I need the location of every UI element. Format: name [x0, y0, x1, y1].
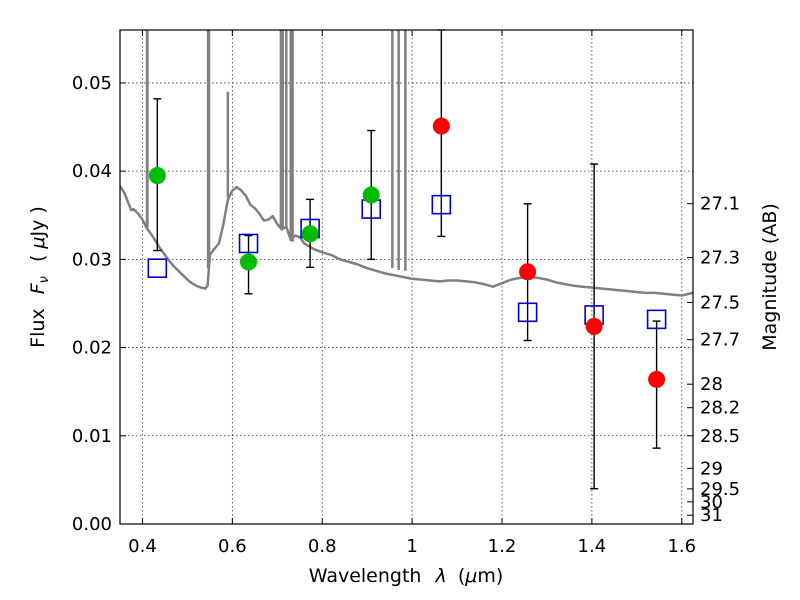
observed-point	[432, 117, 450, 135]
y2-tick-label: 27.5	[700, 292, 740, 313]
y-axis-label-text: Flux	[27, 308, 49, 348]
y2-tick-label: 28.5	[700, 426, 740, 447]
model-photometry-box	[431, 194, 452, 215]
x-tick-label: 0.8	[308, 536, 337, 557]
model-spectrum	[118, 30, 694, 297]
observed-points	[148, 117, 666, 388]
y2-tick-label: 30	[700, 492, 723, 513]
y-tick-label: 0.04	[72, 161, 112, 182]
y-axis-label-unit-mu: μ	[27, 237, 49, 250]
y-axis-label: Flux Fν ( μJy )	[27, 206, 53, 348]
x-tick-label: 1.4	[578, 536, 607, 557]
observed-point	[362, 186, 380, 204]
x-axis-label: Wavelength λ (μm)	[309, 565, 504, 587]
observed-point	[240, 253, 258, 271]
x-tick-label: 1.2	[488, 536, 517, 557]
y2-tick-label: 27.1	[700, 194, 740, 215]
y2-tick-label: 28.2	[700, 398, 740, 419]
x-axis-label-symbol: λ	[435, 565, 447, 587]
y2-tick-label: 31	[700, 505, 723, 526]
y-tick-label: 0.00	[72, 514, 112, 535]
y-tick-label: 0.02	[72, 338, 112, 359]
y2-axis-label: Magnitude (AB)	[759, 203, 781, 351]
y-axis-label-symbol: F	[27, 282, 49, 294]
y2-tick-label: 28	[700, 374, 723, 395]
observed-point	[519, 263, 537, 281]
axis-ticks: 0.4 0.6 0.8 1 1.2 1.4 1.6 0.00 0.01 0.02 0.03 0.04 0…	[72, 30, 740, 557]
x-tick-label: 0.6	[218, 536, 247, 557]
model-photometry-box	[238, 233, 259, 254]
y-axis-label-unit-open: (	[27, 255, 49, 262]
y-axis-label-sub: ν	[37, 276, 52, 283]
y2-tick-label: 27.3	[700, 248, 740, 269]
model-photometry-box	[147, 258, 168, 278]
y-axis-label-unit-rest: Jy )	[27, 206, 49, 237]
observed-point	[148, 167, 166, 185]
observed-point	[585, 317, 603, 335]
spectrum-line	[118, 185, 694, 297]
observed-point	[648, 370, 666, 388]
y2-tick-label: 29.5	[700, 479, 740, 500]
x-axis-label-unit-mu: μ	[464, 565, 477, 587]
x-tick-label: 1	[406, 536, 417, 557]
model-photometry-box	[517, 302, 538, 323]
model-photometry-box	[646, 309, 667, 330]
y2-tick-label: 29	[700, 458, 723, 479]
y-tick-label: 0.01	[72, 426, 112, 447]
x-tick-label: 1.6	[667, 536, 696, 557]
y2-tick-label: 27.7	[700, 330, 740, 351]
observed-point	[301, 225, 319, 243]
y-tick-label: 0.05	[72, 73, 112, 94]
x-axis-label-unit-rest: m)	[477, 565, 503, 587]
y-tick-label: 0.03	[72, 249, 112, 270]
plot-frame	[119, 29, 694, 525]
x-axis-label-text: Wavelength	[309, 565, 422, 587]
x-axis-label-unit-open: (	[458, 565, 465, 587]
x-tick-label: 0.4	[128, 536, 157, 557]
